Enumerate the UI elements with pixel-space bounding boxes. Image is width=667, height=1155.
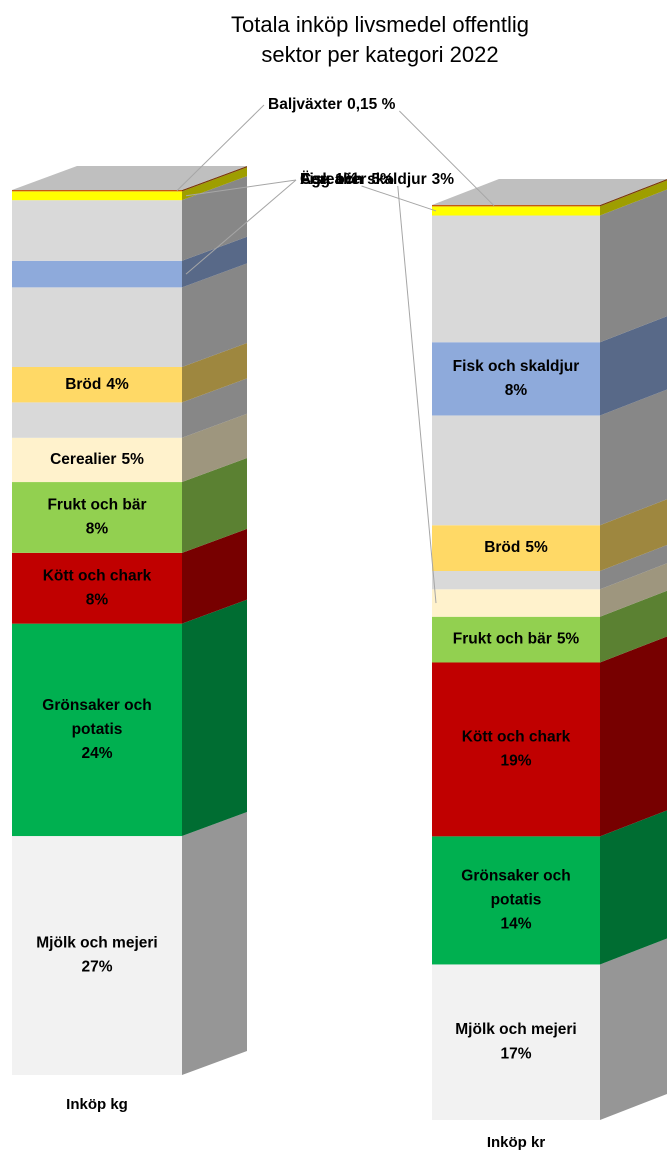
bar-segment-side xyxy=(182,413,247,483)
bar-segment xyxy=(12,367,182,403)
bar-segment-side xyxy=(182,167,247,201)
segment-label: Kött och chark xyxy=(43,567,152,584)
segment-value: 8% xyxy=(505,382,528,399)
category-label: Inköp kr xyxy=(487,1134,546,1151)
callout-value: 1% xyxy=(335,171,358,188)
bar-top xyxy=(432,179,667,205)
bar-segment-side xyxy=(600,499,667,571)
leader-line xyxy=(185,179,297,275)
segment-label: Frukt och bär xyxy=(453,631,552,648)
bar-segment xyxy=(432,589,600,617)
bar-segment-side xyxy=(600,938,667,1120)
bar-segment xyxy=(12,402,182,438)
bar-segment xyxy=(12,623,182,837)
category-label: Inköp kg xyxy=(66,1096,128,1113)
bar-segment xyxy=(12,552,182,624)
chart-title: Totala inköp livsmedel offentlig sektor p… xyxy=(231,12,529,67)
bar-segment-side xyxy=(182,343,247,403)
segment-label: Frukt och bär xyxy=(47,497,146,514)
bar-segment xyxy=(432,525,600,571)
bar-segment xyxy=(432,215,600,343)
bar-segment-side xyxy=(600,636,667,837)
bar-segment xyxy=(12,836,182,1075)
segment-value: 8% xyxy=(86,591,109,608)
bar-segment xyxy=(12,482,182,553)
bar-segment xyxy=(432,415,600,526)
callout-label: Fisk och skaldjur xyxy=(300,171,427,188)
segment-label: Kött och chark xyxy=(462,729,571,746)
bar-segment-side xyxy=(600,563,667,617)
callout-value: 5% xyxy=(371,171,394,188)
bar-segment xyxy=(432,616,600,663)
leader-line xyxy=(185,179,297,197)
bar-segment xyxy=(432,206,600,216)
segment-value: 19% xyxy=(500,753,531,770)
segment-label: Grönsaker och potatis xyxy=(461,867,570,908)
bar-segment xyxy=(12,191,182,201)
bar-segment-side xyxy=(600,389,667,526)
bar-segment xyxy=(12,437,182,483)
segment-label: Bröd xyxy=(484,539,520,556)
callout-value: 3% xyxy=(432,171,455,188)
bar-segment-side xyxy=(182,528,247,624)
callout-label: Cerealier xyxy=(300,171,366,188)
callout-label: Ägg xyxy=(300,171,330,188)
leader-line xyxy=(397,185,437,604)
segment-value: 8% xyxy=(86,521,109,538)
bar-segment xyxy=(432,571,600,590)
bar-segment xyxy=(432,205,600,207)
bar-segment xyxy=(12,190,182,192)
bar-segment-side xyxy=(600,810,667,965)
bar-segment-side xyxy=(182,458,247,553)
segment-value: 4% xyxy=(106,376,129,393)
bar-segment-side xyxy=(182,378,247,438)
segment-value: 24% xyxy=(81,745,112,762)
bar-segment xyxy=(12,287,182,367)
segment-value: 17% xyxy=(500,1045,531,1062)
bar-segment xyxy=(432,836,600,965)
bar-segment-side xyxy=(182,166,247,192)
segment-value: 27% xyxy=(81,959,112,976)
bar-segment xyxy=(12,200,182,261)
leader-line xyxy=(399,110,495,207)
bar-segment-side xyxy=(182,176,247,261)
segment-label: Bröd xyxy=(65,376,101,393)
bar-segment-side xyxy=(182,263,247,367)
segment-label: Grönsaker och potatis xyxy=(42,697,151,738)
bar-segment-side xyxy=(182,236,247,288)
segment-label: Fisk och skaldjur xyxy=(453,358,580,375)
segment-value: 5% xyxy=(121,451,144,468)
bar-segment-side xyxy=(600,189,667,343)
segment-label: Mjölk och mejeri xyxy=(455,1021,576,1038)
bar-segment-side xyxy=(600,316,667,416)
callout-label: Baljväxter xyxy=(268,96,342,113)
bar-segment xyxy=(432,964,600,1120)
bar-segment xyxy=(12,260,182,288)
bar-segment-side xyxy=(182,812,247,1075)
bar-segment-side xyxy=(600,180,667,216)
bar-segment-side xyxy=(182,599,247,837)
bar-segment xyxy=(432,342,600,416)
segment-label: Cerealier xyxy=(50,451,116,468)
bar-segment-side xyxy=(600,545,667,590)
bar-segment-side xyxy=(600,179,667,207)
segment-label: Mjölk och mejeri xyxy=(36,935,157,952)
segment-value: 14% xyxy=(500,915,531,932)
leader-line xyxy=(176,104,265,192)
segment-value: 5% xyxy=(557,631,580,648)
bar-segment xyxy=(432,662,600,837)
callout-value: 0,15 % xyxy=(347,96,395,113)
bar-segment-side xyxy=(600,590,667,663)
segment-value: 5% xyxy=(525,539,548,556)
bar-top xyxy=(12,166,247,190)
